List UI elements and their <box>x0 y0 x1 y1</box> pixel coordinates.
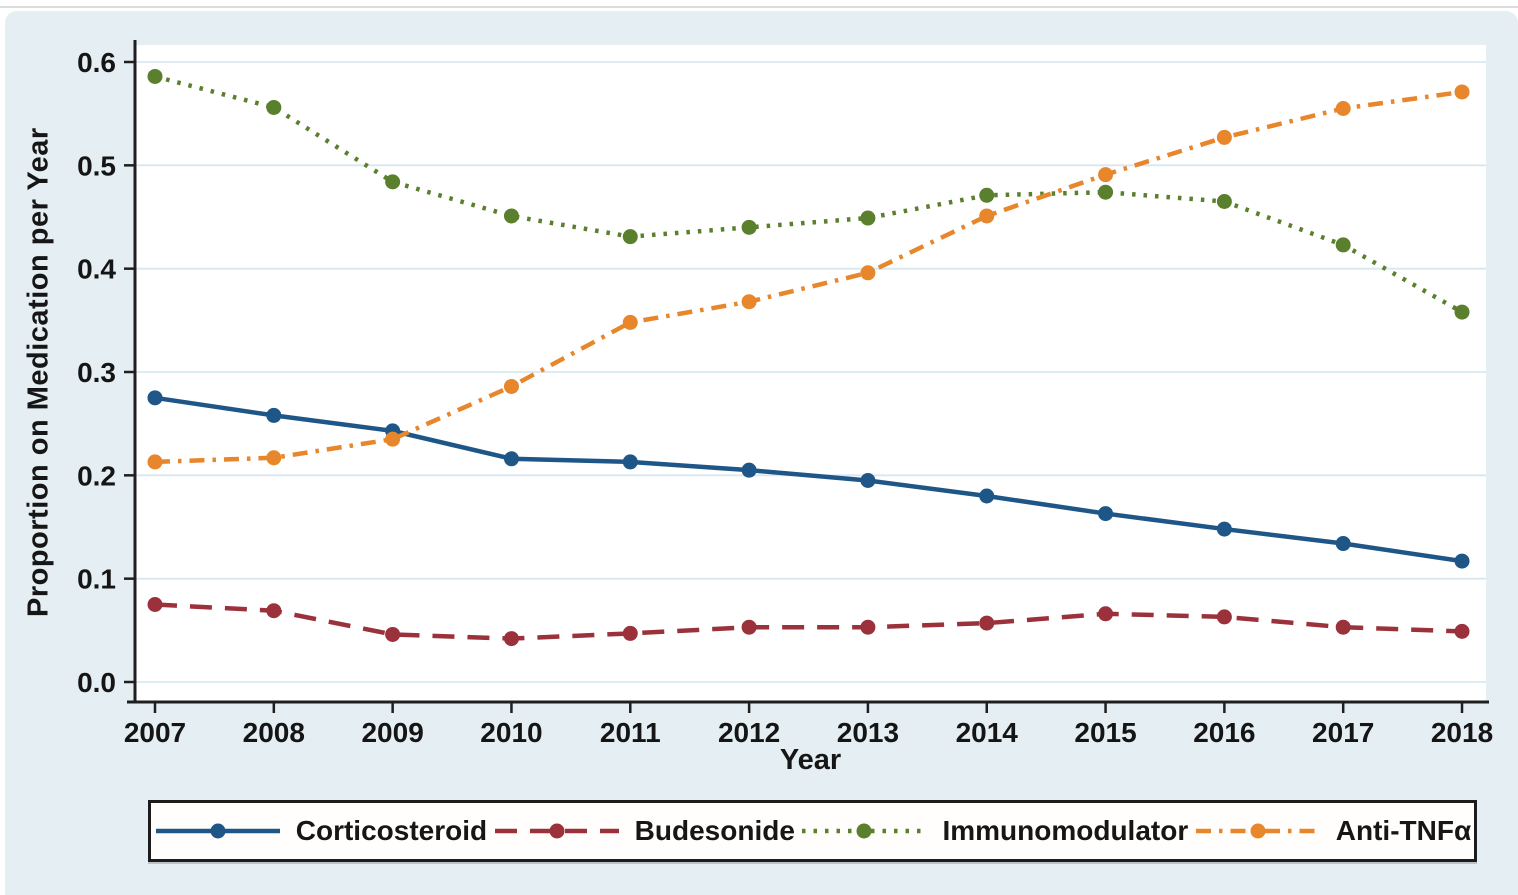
budesonide-line-sample-icon <box>494 823 619 839</box>
data-point-corticosteroid-2010 <box>503 451 519 467</box>
data-point-budesonide-2018 <box>1454 623 1470 639</box>
data-point-corticosteroid-2008 <box>266 407 282 423</box>
data-point-anti-tnfa-2007 <box>147 454 163 470</box>
data-point-anti-tnfa-2015 <box>1098 167 1114 183</box>
data-point-corticosteroid-2011 <box>622 454 638 470</box>
data-point-corticosteroid-2018 <box>1454 553 1470 569</box>
series-line-anti-tnfa <box>154 89 1463 465</box>
data-point-budesonide-2011 <box>622 625 638 641</box>
series-line-budesonide <box>154 602 1463 641</box>
y-tick-label: 0.2 <box>77 460 116 491</box>
data-point-anti-tnfa-2014 <box>979 208 995 224</box>
data-point-immunomodulator-2018 <box>1454 304 1470 320</box>
data-point-corticosteroid-2017 <box>1335 536 1351 552</box>
legend-label-corticosteroid: Corticosteroid <box>295 815 488 846</box>
data-point-anti-tnfa-2016 <box>1216 129 1232 145</box>
data-point-immunomodulator-2012 <box>741 219 757 235</box>
data-point-budesonide-2008 <box>266 603 282 619</box>
x-tick-label: 2011 <box>600 717 661 748</box>
legend-label-immunomodulator: Immunomodulator <box>942 815 1189 846</box>
data-point-anti-tnfa-2011 <box>622 314 638 330</box>
legend-item-immunomodulator: Immunomodulator <box>800 815 1188 847</box>
series-budesonide <box>147 597 1470 647</box>
legend-item-budesonide: Budesonide <box>493 815 795 847</box>
data-point-budesonide-2013 <box>860 619 876 635</box>
data-point-budesonide-2016 <box>1216 609 1232 625</box>
data-point-corticosteroid-2015 <box>1098 506 1114 522</box>
series-immunomodulator <box>147 68 1470 320</box>
y-tick-label: 0.0 <box>77 667 116 698</box>
data-point-anti-tnfa-2008 <box>266 450 282 466</box>
data-point-budesonide-2012 <box>741 619 757 635</box>
y-tick-label: 0.6 <box>77 47 116 78</box>
anti-tnfa-line-sample-icon <box>1195 823 1320 839</box>
data-point-immunomodulator-2009 <box>385 174 401 190</box>
data-point-corticosteroid-2013 <box>860 473 876 489</box>
x-tick-label: 2008 <box>243 717 305 748</box>
x-tick-label: 2014 <box>956 717 1019 748</box>
data-point-anti-tnfa-2018 <box>1454 84 1470 100</box>
y-axis-title: Proportion on Medication per Year <box>22 127 55 618</box>
series-line-corticosteroid <box>154 395 1463 564</box>
y-tick-label: 0.5 <box>77 150 116 181</box>
data-point-budesonide-2015 <box>1098 606 1114 622</box>
data-point-corticosteroid-2007 <box>147 390 163 406</box>
legend: Corticosteroid Budesonide Immunomodulato… <box>148 800 1477 862</box>
x-tick-label: 2018 <box>1431 717 1493 748</box>
immunomodulator-line-sample-icon <box>802 823 927 839</box>
legend-label-budesonide: Budesonide <box>634 815 795 846</box>
y-tick-label: 0.1 <box>77 564 116 595</box>
plot-area <box>135 45 1486 702</box>
page-edge-line <box>0 6 1518 8</box>
data-point-anti-tnfa-2012 <box>741 294 757 310</box>
legend-label-anti-tnfa: Anti-TNFα <box>1335 815 1472 846</box>
data-point-corticosteroid-2016 <box>1216 521 1232 537</box>
x-axis-ticks: 2007 2008 2009 2010 2011 2012 2013 2014 2015 2016… <box>124 702 1493 748</box>
data-point-anti-tnfa-2013 <box>860 265 876 281</box>
data-point-budesonide-2007 <box>147 597 163 613</box>
x-tick-label: 2009 <box>361 717 423 748</box>
data-point-anti-tnfa-2010 <box>503 378 519 394</box>
x-axis-title: Year <box>779 744 842 776</box>
data-point-corticosteroid-2012 <box>741 462 757 478</box>
data-point-immunomodulator-2011 <box>622 229 638 245</box>
x-tick-label: 2013 <box>837 717 899 748</box>
data-point-anti-tnfa-2009 <box>385 431 401 447</box>
data-point-budesonide-2010 <box>503 631 519 647</box>
data-point-immunomodulator-2017 <box>1335 237 1351 253</box>
series-corticosteroid <box>147 390 1470 569</box>
x-tick-label: 2016 <box>1193 717 1255 748</box>
data-point-immunomodulator-2010 <box>503 208 519 224</box>
y-tick-label: 0.3 <box>77 357 116 388</box>
series-anti-tnfa <box>147 84 1470 470</box>
y-tick-label: 0.4 <box>77 254 116 285</box>
data-point-budesonide-2009 <box>385 626 401 642</box>
data-point-immunomodulator-2008 <box>266 99 282 115</box>
x-tick-label: 2017 <box>1312 717 1374 748</box>
data-point-budesonide-2014 <box>979 615 995 631</box>
x-tick-label: 2010 <box>480 717 542 748</box>
data-point-immunomodulator-2014 <box>979 187 995 203</box>
x-tick-label: 2012 <box>718 717 780 748</box>
data-point-immunomodulator-2015 <box>1098 184 1114 200</box>
legend-item-anti-tnfa: Anti-TNFα <box>1194 815 1471 847</box>
data-point-budesonide-2017 <box>1335 619 1351 635</box>
x-tick-label: 2015 <box>1074 717 1136 748</box>
y-axis-ticks: 0.0 0.1 0.2 0.3 0.4 0.5 0.6 <box>77 47 135 698</box>
data-point-immunomodulator-2013 <box>860 210 876 226</box>
legend-item-corticosteroid: Corticosteroid <box>154 815 487 847</box>
data-point-immunomodulator-2016 <box>1216 194 1232 210</box>
x-tick-label: 2007 <box>124 717 186 748</box>
data-point-anti-tnfa-2017 <box>1335 101 1351 117</box>
data-point-immunomodulator-2007 <box>147 68 163 84</box>
corticosteroid-line-sample-icon <box>155 823 280 839</box>
data-point-corticosteroid-2014 <box>979 488 995 504</box>
